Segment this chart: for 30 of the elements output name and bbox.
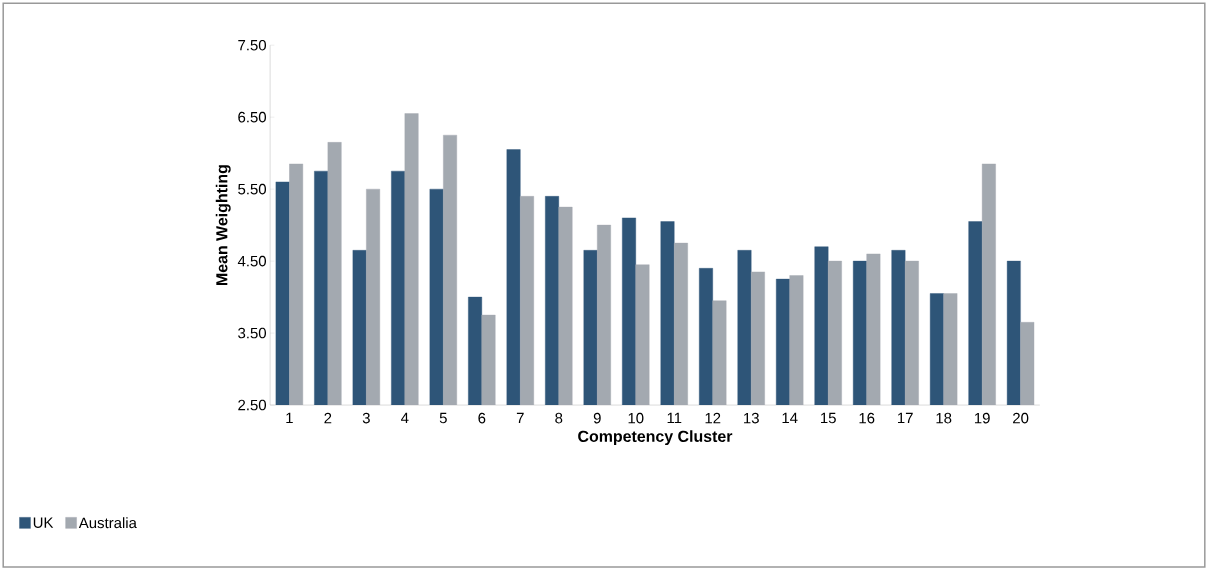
y-tick-label: 3.50 (238, 327, 267, 339)
legend-label: UK (33, 517, 54, 528)
x-tick-label: 4 (401, 412, 409, 424)
x-axis-title: Competency Cluster (578, 430, 733, 446)
x-tick-label: 10 (628, 412, 644, 424)
x-tick-label: 16 (859, 412, 875, 424)
x-tick-label: 1 (286, 412, 293, 424)
y-tick-label: 7.50 (238, 39, 267, 51)
x-tick-label: 13 (744, 412, 759, 424)
x-tick-label: 2 (324, 412, 332, 424)
x-tick-label: 9 (593, 412, 601, 424)
x-tick-label: 18 (936, 412, 952, 424)
y-tick-label: 6.50 (238, 111, 267, 123)
x-tick-label: 8 (555, 412, 563, 424)
y-tick-label: 4.50 (237, 255, 267, 267)
x-tick-label: 19 (974, 412, 990, 424)
y-tick-label: 2.50 (238, 399, 267, 411)
x-tick-label: 15 (821, 412, 836, 424)
x-tick-label: 7 (516, 412, 524, 424)
y-axis-title: Mean Weighting (215, 165, 231, 285)
x-tick-label: 6 (478, 412, 486, 424)
x-tick-label: 3 (362, 412, 370, 424)
y-tick-label: 5.50 (238, 183, 267, 195)
legend-label: Australia (78, 517, 137, 529)
x-tick-label: 12 (705, 412, 721, 424)
x-tick-label: 11 (667, 412, 682, 424)
x-tick-label: 14 (782, 412, 798, 424)
x-tick-label: 20 (1013, 412, 1029, 424)
x-tick-label: 17 (898, 412, 913, 424)
x-tick-label: 5 (439, 412, 447, 424)
